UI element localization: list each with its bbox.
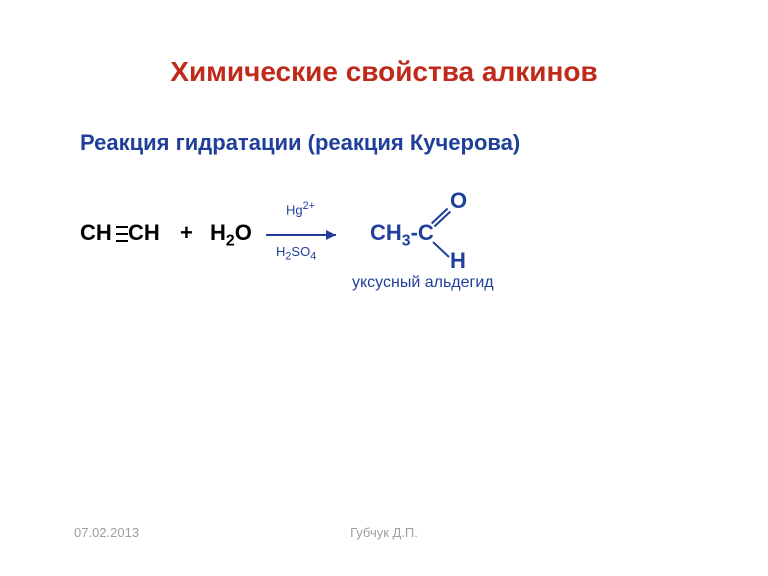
reaction-diagram: СН СН + Н2О Hg2+ H2SO4 CH3-C [80,190,640,320]
product-bonds [80,190,500,310]
slide-title: Химические свойства алкинов [0,56,768,88]
sbond-h [433,242,449,257]
slide: { "colors": { "title": "#bf2a1a", "subti… [0,0,768,576]
footer-author: Губчук Д.П. [0,525,768,540]
product-H: H [450,248,466,274]
slide-subtitle: Реакция гидратации (реакция Кучерова) [80,130,520,156]
product-O: O [450,188,467,214]
product-label: уксусный альдегид [352,274,494,292]
